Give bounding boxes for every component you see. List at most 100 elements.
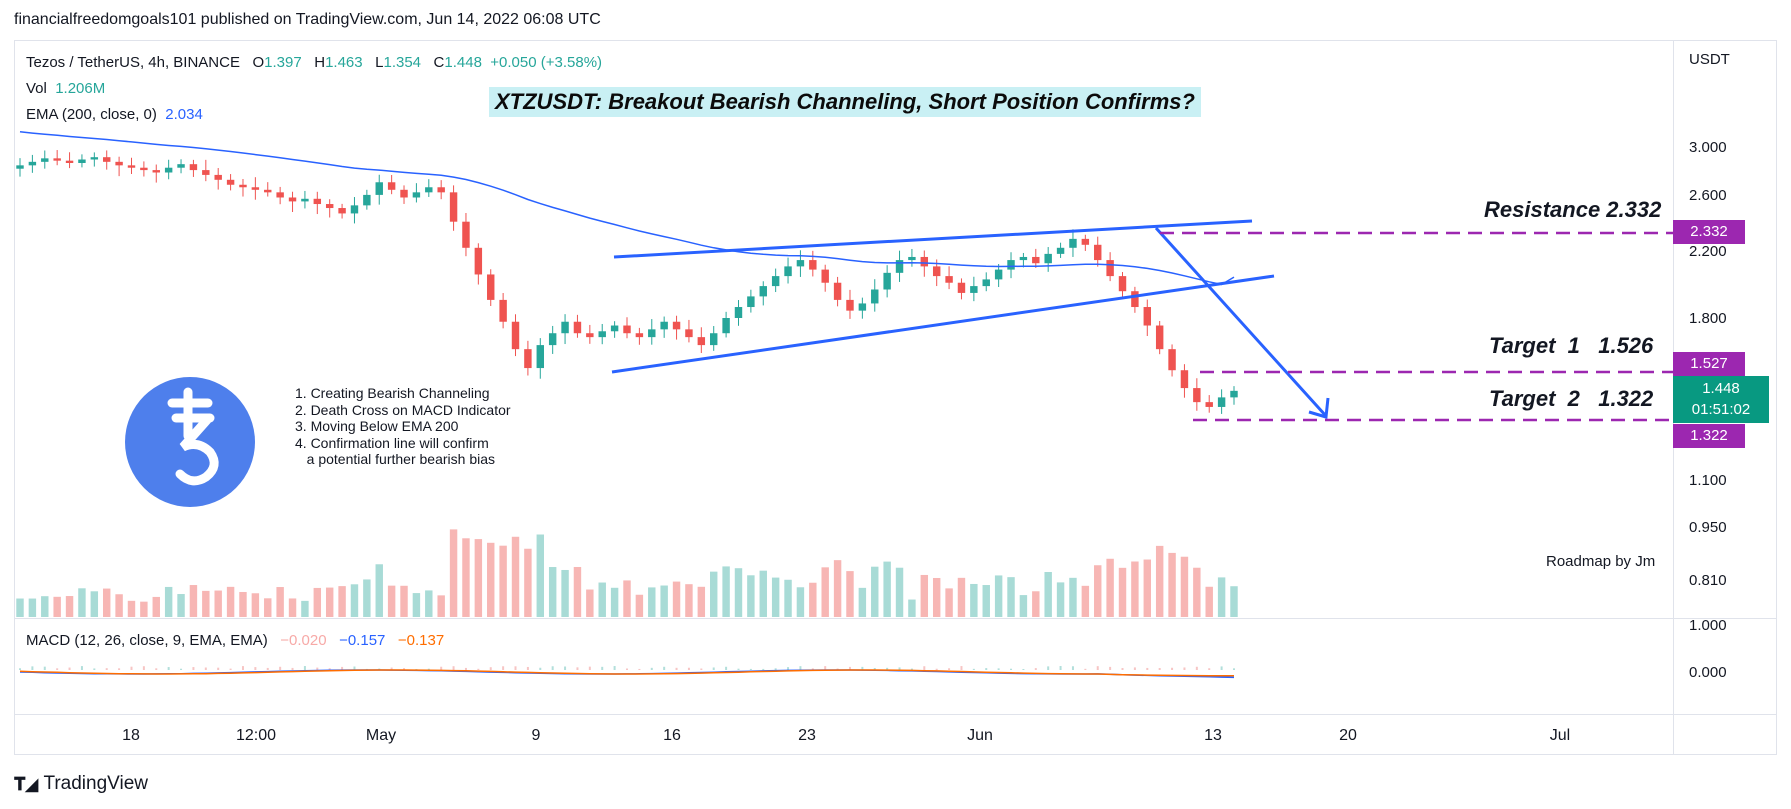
candle-body: [734, 307, 743, 318]
volume-bar: [734, 568, 743, 617]
volume-bar: [1044, 571, 1052, 617]
macd-hist-bar: [1133, 667, 1136, 670]
resistance-price-badge: 2.332: [1673, 220, 1745, 244]
volume-bar: [115, 594, 123, 617]
volume-bar: [251, 593, 260, 617]
candle-body: [709, 333, 718, 346]
candle-body: [524, 349, 532, 369]
volume-bar: [561, 569, 569, 617]
volume-bar: [784, 579, 792, 617]
symbol-name[interactable]: Tezos / TetherUS, 4h, BINANCE: [26, 54, 240, 71]
macd-hist-bar: [1146, 667, 1149, 670]
candle-body: [511, 321, 520, 350]
macd-hist-bar: [43, 666, 46, 670]
volume-bar: [288, 598, 297, 617]
macd-legend[interactable]: MACD (12, 26, close, 9, EMA, EMA) −0.020…: [26, 632, 444, 649]
candle-body: [177, 164, 185, 168]
candle-body: [920, 256, 929, 267]
target2-annotation[interactable]: Target 2 1.322: [1489, 386, 1654, 411]
volume-bar: [809, 582, 817, 617]
macd-hist-bar: [105, 668, 108, 670]
candle-body: [846, 299, 854, 311]
volume-bar: [313, 587, 322, 617]
volume-bar: [524, 548, 532, 617]
target1-annotation[interactable]: Target 1 1.526: [1489, 333, 1654, 358]
volume-bar: [1081, 585, 1090, 617]
macd-hist-bar: [68, 667, 71, 670]
time-tick: 20: [1339, 727, 1357, 744]
candle-body: [449, 192, 458, 222]
volume-bar: [1118, 567, 1127, 617]
chart-frame: [14, 40, 1777, 755]
volume-bar: [78, 588, 86, 617]
macd-hist-bar: [217, 667, 220, 670]
volume-bar: [152, 596, 160, 617]
macd-hist-bar: [774, 668, 777, 670]
volume-bar: [648, 587, 656, 617]
macd-hist-bar: [167, 667, 170, 670]
volume-bar: [375, 564, 383, 617]
macd-hist-bar: [427, 668, 430, 670]
macd-hist-bar: [229, 668, 232, 670]
time-tick: 12:00: [235, 727, 277, 744]
candle-body: [586, 333, 594, 338]
macd-hist-bar: [650, 667, 653, 670]
target1-price-badge: 1.527: [1673, 352, 1745, 376]
candle-body: [1069, 238, 1077, 248]
macd-hist-bar: [613, 666, 616, 670]
volume-bar: [102, 588, 111, 617]
price-axis-currency: USDT: [1689, 51, 1730, 68]
macd-hist-bar: [960, 666, 963, 670]
analysis-notes: 1. Creating Bearish Channeling 2. Death …: [295, 385, 511, 468]
candle-body: [1118, 276, 1127, 292]
volume-bar: [994, 575, 1003, 617]
macd-hist-bar: [1059, 666, 1062, 670]
volume-bar: [1019, 595, 1028, 617]
volume-bar: [90, 591, 99, 617]
candle-body: [747, 296, 755, 308]
candle-body: [412, 192, 421, 198]
change-value: +0.050 (+3.58%): [490, 54, 603, 71]
channel-upper-line[interactable]: [613, 219, 1253, 259]
macd-hist-bar: [551, 666, 554, 670]
channel-lower-line[interactable]: [611, 274, 1275, 374]
volume-bar: [462, 538, 470, 617]
volume-bar: [970, 583, 978, 617]
candle-body: [759, 286, 767, 297]
macd-hist-bar: [576, 667, 579, 670]
volume-bar: [982, 585, 990, 617]
projection-arrow-line[interactable]: [1154, 226, 1328, 418]
macd-hist-bar: [464, 667, 467, 670]
volume-bar: [264, 598, 272, 617]
volume-bar: [957, 577, 966, 617]
volume-bar: [536, 534, 545, 617]
ema-legend[interactable]: EMA (200, close, 0) 2.034: [26, 106, 203, 123]
volume-bar: [1032, 591, 1040, 617]
resistance-annotation[interactable]: Resistance 2.332: [1484, 197, 1662, 222]
volume-bar: [239, 591, 247, 617]
candle-body: [264, 189, 272, 193]
macd-hist-bar: [1220, 666, 1223, 670]
volume-bar: [722, 566, 730, 617]
candle-body: [1094, 244, 1102, 261]
macd-hist-bar: [923, 666, 926, 670]
macd-hist-bar: [155, 668, 158, 670]
candle-body: [1044, 253, 1052, 264]
tradingview-logo[interactable]: 𝐓◢ TradingView: [14, 773, 148, 795]
candle-body: [152, 170, 160, 173]
macd-hist-bar: [254, 667, 257, 670]
close-label: C: [433, 54, 445, 71]
macd-hist-bar: [886, 667, 889, 670]
volume-bar: [437, 595, 445, 617]
candle-body: [994, 269, 1003, 280]
macd-hist-bar: [1233, 668, 1235, 670]
candle-body: [363, 194, 371, 206]
macd-hist-bar: [811, 668, 814, 670]
volume-bar: [412, 593, 421, 617]
candle-body: [1032, 256, 1040, 264]
volume-bar: [685, 584, 693, 617]
volume-bar: [474, 539, 483, 617]
candle-body: [610, 325, 619, 332]
volume-legend[interactable]: Vol 1.206M: [26, 80, 105, 97]
